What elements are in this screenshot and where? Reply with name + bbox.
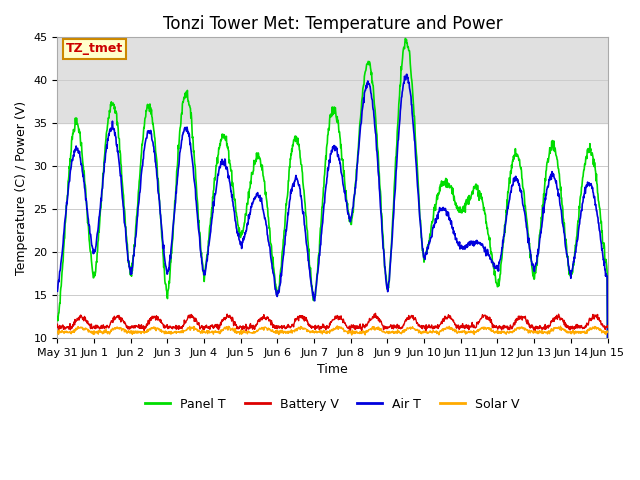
Solar V (237, 329, 245, 335)
Battery V (539, 325, 547, 331)
Title: Tonzi Tower Met: Temperature and Power: Tonzi Tower Met: Temperature and Power (163, 15, 502, 33)
Panel T (419, 242, 426, 248)
Solar V (348, 332, 356, 338)
Battery V (163, 324, 170, 330)
Legend: Panel T, Battery V, Air T, Solar V: Panel T, Battery V, Air T, Solar V (140, 393, 525, 416)
Panel T (490, 265, 498, 271)
Air T (237, 239, 245, 245)
Air T (54, 288, 61, 294)
Solar V (54, 330, 61, 336)
Line: Battery V: Battery V (58, 313, 607, 332)
Text: TZ_tmet: TZ_tmet (66, 42, 123, 55)
Panel T (176, 128, 184, 134)
Air T (419, 241, 426, 247)
Solar V (419, 329, 426, 335)
Air T (163, 266, 170, 272)
Battery V (346, 329, 354, 335)
Panel T (237, 230, 245, 236)
Solar V (333, 323, 341, 329)
Air T (403, 72, 411, 77)
Solar V (604, 329, 611, 335)
Line: Air T: Air T (58, 74, 607, 338)
Panel T (54, 314, 61, 320)
Battery V (54, 322, 61, 327)
Air T (604, 336, 611, 341)
Battery V (604, 323, 611, 329)
Bar (58, 37, 607, 123)
Battery V (490, 324, 498, 330)
Solar V (539, 329, 547, 335)
Solar V (490, 330, 498, 336)
Y-axis label: Temperature (C) / Power (V): Temperature (C) / Power (V) (15, 101, 28, 275)
Battery V (176, 326, 184, 332)
X-axis label: Time: Time (317, 363, 348, 376)
Battery V (237, 324, 245, 330)
Air T (176, 150, 184, 156)
Panel T (539, 202, 547, 208)
Solar V (176, 329, 184, 335)
Panel T (604, 336, 611, 341)
Solar V (163, 331, 170, 336)
Air T (539, 217, 547, 223)
Panel T (163, 287, 170, 293)
Air T (490, 260, 498, 266)
Battery V (419, 326, 426, 332)
Line: Solar V: Solar V (58, 326, 607, 335)
Panel T (401, 36, 409, 41)
Battery V (372, 311, 380, 316)
Line: Panel T: Panel T (58, 38, 607, 338)
